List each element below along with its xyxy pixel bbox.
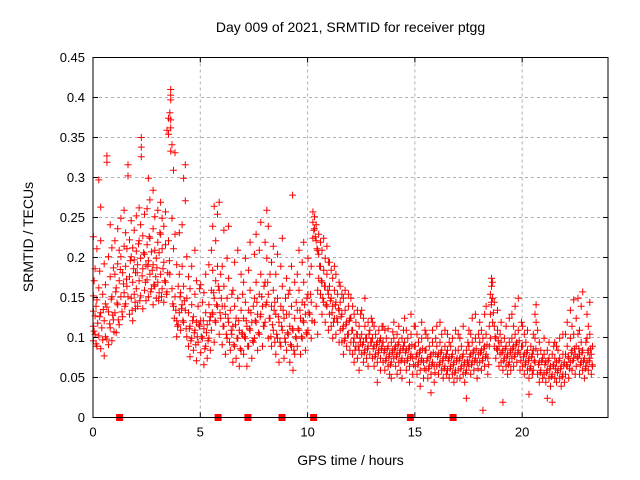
x-tick-label: 5 bbox=[197, 425, 204, 440]
y-tick-label: 0.35 bbox=[60, 130, 85, 145]
y-tick-label: 0 bbox=[78, 410, 85, 425]
chart-title: Day 009 of 2021, SRMTID for receiver ptg… bbox=[215, 19, 486, 35]
y-tick-label: 0.2 bbox=[67, 250, 85, 265]
x-tick-label: 20 bbox=[515, 425, 529, 440]
y-tick-label: 0.15 bbox=[60, 290, 85, 305]
x-axis-label: GPS time / hours bbox=[297, 452, 404, 468]
y-tick-label: 0.3 bbox=[67, 170, 85, 185]
y-tick-label: 0.25 bbox=[60, 210, 85, 225]
x-tick-label: 10 bbox=[300, 425, 314, 440]
plot-border bbox=[92, 57, 609, 418]
y-tick-label: 0.05 bbox=[60, 370, 85, 385]
scatter-points bbox=[89, 86, 596, 414]
y-tick-label: 0.4 bbox=[67, 90, 85, 105]
y-tick-label: 0.45 bbox=[60, 50, 85, 65]
x-tick-label: 15 bbox=[408, 425, 422, 440]
y-tick-label: 0.1 bbox=[67, 330, 85, 345]
x-tick-label: 0 bbox=[89, 425, 96, 440]
